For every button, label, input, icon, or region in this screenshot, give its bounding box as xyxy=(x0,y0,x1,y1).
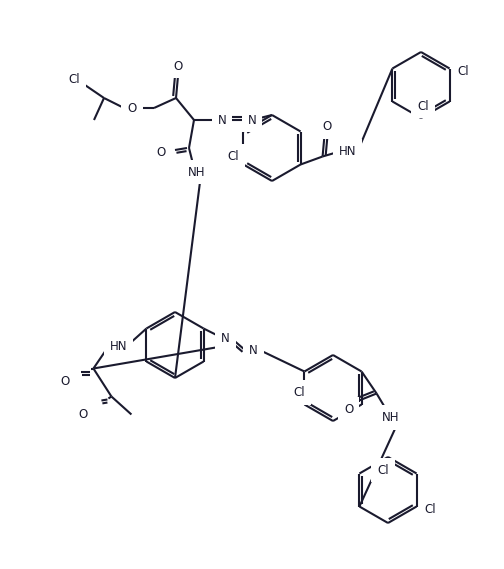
Text: O: O xyxy=(128,101,137,114)
Text: Cl: Cl xyxy=(417,100,429,113)
Text: O: O xyxy=(156,146,166,159)
Text: Cl: Cl xyxy=(425,503,436,516)
Text: N: N xyxy=(221,332,230,345)
Text: O: O xyxy=(322,120,331,133)
Text: Cl: Cl xyxy=(68,72,80,85)
Text: HN: HN xyxy=(110,340,127,353)
Text: Cl: Cl xyxy=(228,150,239,163)
Text: O: O xyxy=(61,375,70,388)
Text: HN: HN xyxy=(339,145,356,158)
Text: Cl: Cl xyxy=(458,65,469,78)
Text: NH: NH xyxy=(382,411,399,424)
Text: NH: NH xyxy=(188,166,206,179)
Text: O: O xyxy=(173,60,182,72)
Text: N: N xyxy=(247,113,257,126)
Text: O: O xyxy=(344,403,353,416)
Text: N: N xyxy=(249,344,258,357)
Text: O: O xyxy=(79,408,88,421)
Text: N: N xyxy=(218,113,226,126)
Text: Cl: Cl xyxy=(294,386,305,399)
Text: Cl: Cl xyxy=(377,464,389,476)
